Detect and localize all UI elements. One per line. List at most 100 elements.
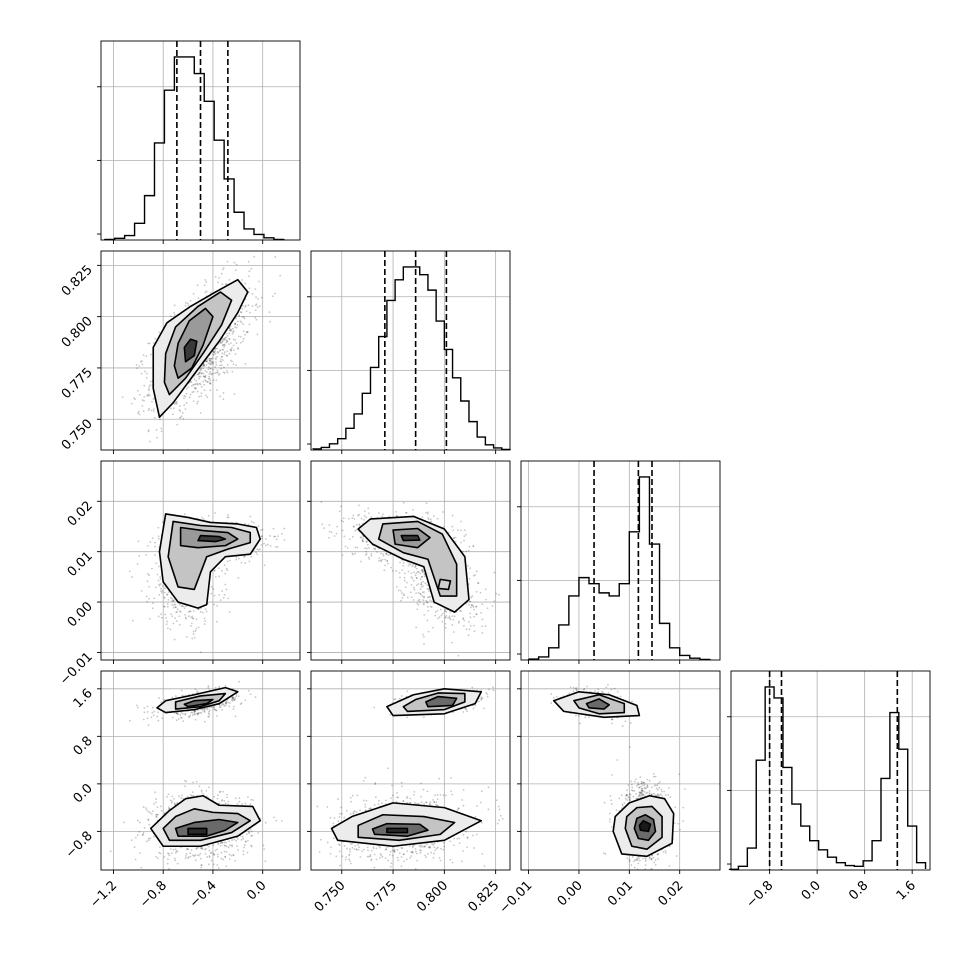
sample-point — [209, 371, 212, 373]
sample-point — [210, 361, 213, 364]
sample-point — [219, 341, 222, 344]
sample-point — [221, 283, 224, 286]
sample-point — [148, 617, 151, 620]
sample-point — [208, 357, 211, 360]
sample-point — [199, 711, 202, 714]
sample-point — [232, 363, 235, 366]
sample-point — [189, 610, 192, 613]
sample-point — [224, 685, 227, 687]
sample-point — [163, 856, 166, 858]
sample-point — [218, 594, 220, 596]
sample-point — [249, 311, 251, 314]
sample-point — [228, 337, 231, 340]
sample-point — [221, 344, 224, 347]
sample-point — [277, 535, 279, 538]
sample-point — [191, 391, 194, 394]
sample-point — [231, 845, 233, 848]
sample-point — [151, 810, 154, 813]
sample-point — [225, 841, 227, 844]
sample-point — [227, 803, 230, 806]
sample-point — [193, 855, 196, 858]
sample-point — [210, 372, 213, 375]
sample-point — [212, 706, 215, 708]
sample-point — [260, 535, 263, 538]
sample-point — [173, 304, 176, 307]
sample-point — [185, 301, 187, 304]
sample-point — [460, 541, 462, 544]
sample-point — [368, 547, 370, 549]
sample-point — [196, 383, 199, 386]
sample-point — [228, 352, 231, 355]
sample-point — [176, 862, 179, 865]
sample-point — [192, 390, 195, 393]
sample-point — [203, 365, 206, 368]
sample-point — [152, 398, 155, 400]
sample-point — [202, 364, 205, 367]
sample-point — [359, 536, 362, 539]
sample-point — [207, 514, 210, 517]
sample-point — [143, 711, 146, 714]
sample-point — [269, 545, 272, 547]
sample-point — [467, 549, 470, 552]
sample-point — [145, 809, 148, 812]
sample-point — [208, 709, 211, 712]
sample-point — [151, 706, 154, 709]
sample-point — [159, 583, 162, 585]
sample-point — [231, 698, 234, 701]
sample-point — [216, 369, 219, 372]
sample-point — [189, 855, 192, 858]
sample-point — [283, 538, 286, 541]
sample-point — [130, 576, 133, 578]
sample-point — [146, 544, 149, 547]
sample-point — [215, 358, 217, 361]
sample-point — [222, 703, 225, 706]
sample-point — [216, 347, 219, 350]
sample-point — [163, 596, 166, 599]
sample-point — [240, 341, 242, 344]
sample-point — [251, 305, 254, 307]
sample-point — [193, 378, 196, 381]
sample-point — [203, 720, 206, 723]
sample-point — [216, 855, 219, 858]
sample-point — [245, 310, 248, 313]
sample-point — [123, 821, 125, 824]
hist-bar — [362, 393, 370, 450]
sample-point — [213, 706, 215, 709]
sample-point — [148, 407, 151, 410]
sample-point — [193, 710, 196, 713]
sample-point — [195, 847, 198, 849]
sample-point — [200, 392, 203, 395]
sample-point — [152, 835, 155, 838]
sample-point — [172, 600, 175, 603]
hist-bar — [453, 378, 461, 450]
sample-point — [159, 576, 162, 578]
hist-bar — [224, 179, 234, 240]
sample-point — [185, 392, 188, 395]
hist-bar — [649, 544, 659, 660]
sample-point — [429, 518, 432, 521]
sample-point — [174, 859, 177, 862]
sample-point — [218, 706, 221, 708]
sample-point — [137, 410, 140, 413]
sample-point — [187, 715, 190, 718]
sample-point — [166, 594, 169, 596]
sample-point — [248, 270, 251, 273]
sample-point — [187, 857, 189, 859]
sample-point — [205, 789, 208, 792]
sample-point — [171, 800, 173, 803]
sample-point — [192, 617, 194, 620]
sample-point — [246, 331, 249, 334]
hist-bar — [569, 596, 579, 660]
sample-point — [412, 563, 415, 566]
sample-point — [185, 617, 188, 620]
sample-point — [231, 327, 234, 330]
sample-point — [181, 694, 184, 697]
sample-point — [370, 554, 373, 557]
sample-point — [234, 326, 237, 328]
sample-point — [250, 844, 253, 847]
sample-point — [201, 709, 204, 712]
sample-point — [167, 852, 170, 855]
sample-point — [243, 555, 246, 558]
sample-point — [206, 855, 209, 858]
sample-point — [185, 780, 188, 783]
